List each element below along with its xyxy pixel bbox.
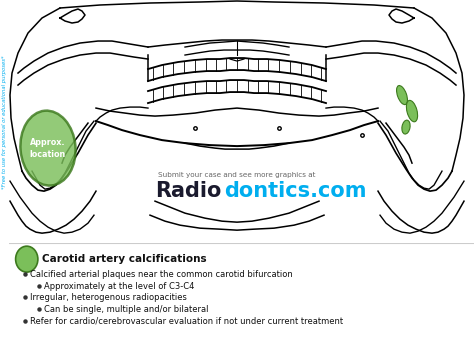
Text: dontics.com: dontics.com: [224, 181, 366, 201]
Ellipse shape: [406, 100, 418, 122]
Text: Carotid artery calcifications: Carotid artery calcifications: [42, 254, 207, 264]
Ellipse shape: [16, 246, 38, 272]
Text: Radio: Radio: [155, 181, 222, 201]
Text: Refer for cardio/cerebrovascular evaluation if not under current treatment: Refer for cardio/cerebrovascular evaluat…: [30, 317, 343, 326]
Text: Calcified arterial plaques near the common carotid bifurcation: Calcified arterial plaques near the comm…: [30, 270, 292, 279]
Text: *Free to use for personal or educational purposes*: *Free to use for personal or educational…: [2, 55, 8, 189]
Ellipse shape: [402, 120, 410, 134]
Text: Irregular, heterogenous radiopacities: Irregular, heterogenous radiopacities: [30, 293, 187, 302]
Text: Can be single, multiple and/or bilateral: Can be single, multiple and/or bilateral: [44, 305, 209, 313]
Ellipse shape: [20, 111, 75, 186]
Ellipse shape: [397, 86, 408, 105]
Text: Approximately at the level of C3-C4: Approximately at the level of C3-C4: [44, 282, 194, 291]
Text: Approx.
location: Approx. location: [30, 138, 66, 158]
Text: Submit your case and see more graphics at: Submit your case and see more graphics a…: [158, 172, 316, 178]
